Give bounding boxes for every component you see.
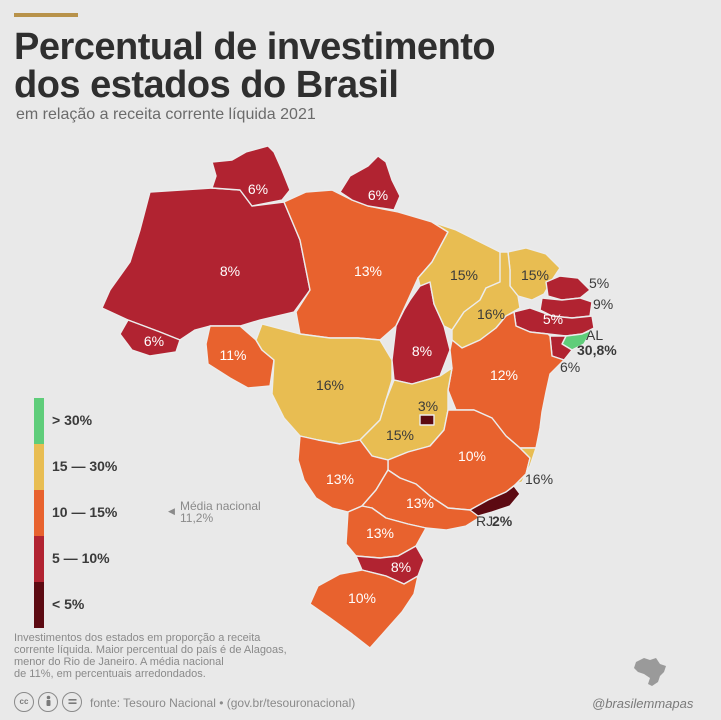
state-value-label: 15% — [521, 267, 549, 283]
brand-handle: @brasilemmapas — [592, 696, 694, 711]
state-pr — [345, 505, 427, 559]
state-value-label: 6% — [248, 181, 268, 197]
state-rs — [309, 569, 419, 649]
footnote-line: de 11%, em percentuais arredondados. — [14, 668, 206, 680]
footnote-line: Investimentos dos estados em proporção a… — [14, 632, 261, 644]
state-value-label: 13% — [354, 263, 382, 279]
state-value-label: 3% — [418, 398, 438, 414]
state-rn — [545, 275, 591, 301]
legend-swatch — [34, 398, 44, 444]
state-value-label: AL — [586, 327, 603, 343]
state-value-label: 13% — [406, 495, 434, 511]
state-value-label: 9% — [593, 296, 613, 312]
state-es — [515, 447, 537, 485]
state-value-label: 16% — [477, 306, 505, 322]
subtitle: em relação a receita corrente líquida 20… — [16, 106, 316, 123]
brazil-silhouette-icon — [634, 658, 666, 686]
state-value-label: 6% — [368, 187, 388, 203]
creative-commons-icon: cc — [14, 692, 34, 712]
state-value-label: 6% — [560, 359, 580, 375]
legend-label: 5 — 10% — [52, 550, 110, 566]
state-ap — [339, 155, 401, 211]
page-title: Percentual de investimento dos estados d… — [14, 26, 496, 106]
accent-bar — [14, 13, 78, 17]
state-value-label: RJ — [476, 513, 493, 529]
state-ro — [205, 325, 275, 389]
state-value-label: 11% — [220, 347, 247, 363]
state-am — [101, 187, 311, 341]
no-derivatives-icon — [62, 692, 82, 712]
legend-label: < 5% — [52, 596, 85, 612]
legend-swatch — [34, 536, 44, 582]
state-rj — [469, 485, 521, 517]
legend-swatch — [34, 490, 44, 536]
state-value-label: 30,8% — [577, 342, 617, 358]
legend-item-above-30: > 30% — [34, 398, 334, 444]
footnote-line: menor do Rio de Janeiro. A média naciona… — [14, 656, 224, 668]
state-value-label: 16% — [316, 377, 344, 393]
state-df — [419, 414, 435, 426]
state-value-label: 8% — [391, 559, 411, 575]
legend-swatch — [34, 582, 44, 628]
state-value-label: 8% — [220, 263, 240, 279]
average-note-label: Média nacional — [180, 499, 261, 513]
state-value-label: 12% — [490, 367, 518, 383]
state-value-label: 2% — [492, 513, 513, 529]
legend-item-5-10: 5 — 10% — [34, 536, 334, 582]
legend-item-15-30: 15 — 30% — [34, 444, 334, 490]
state-value-label: 16% — [525, 471, 553, 487]
legend-swatch — [34, 444, 44, 490]
title-line-2: dos estados do Brasil — [14, 64, 399, 106]
legend-item-10-15: 10 — 15% — [34, 490, 334, 536]
state-value-label: 10% — [458, 448, 486, 464]
state-ac — [119, 319, 181, 357]
footnote: Investimentos dos estados em proporção a… — [14, 632, 314, 680]
triangle-left-icon: ◀ — [168, 506, 175, 516]
state-value-label: 6% — [144, 333, 164, 349]
title-line-1: Percentual de investimento — [14, 26, 496, 68]
state-value-label: 10% — [348, 590, 376, 606]
legend-item-below-5: < 5% — [34, 582, 334, 628]
legend-label: 10 — 15% — [52, 504, 118, 520]
state-value-label: 13% — [366, 525, 394, 541]
average-note-value: 11,2% — [180, 511, 214, 525]
state-rr — [211, 145, 291, 207]
footnote-line: corrente líquida. Maior percentual do pa… — [14, 644, 287, 656]
state-value-label: 15% — [450, 267, 478, 283]
legend-label: > 30% — [52, 412, 93, 428]
legend-label: 15 — 30% — [52, 458, 118, 474]
state-value-label: 13% — [326, 471, 354, 487]
source-text: fonte: Tesouro Nacional • (gov.br/tesour… — [90, 696, 356, 710]
attribution-icon — [38, 692, 58, 712]
state-value-label: 5% — [543, 311, 563, 327]
state-value-label: 5% — [589, 275, 609, 291]
state-value-label: 8% — [412, 343, 432, 359]
state-value-label: 15% — [386, 427, 414, 443]
